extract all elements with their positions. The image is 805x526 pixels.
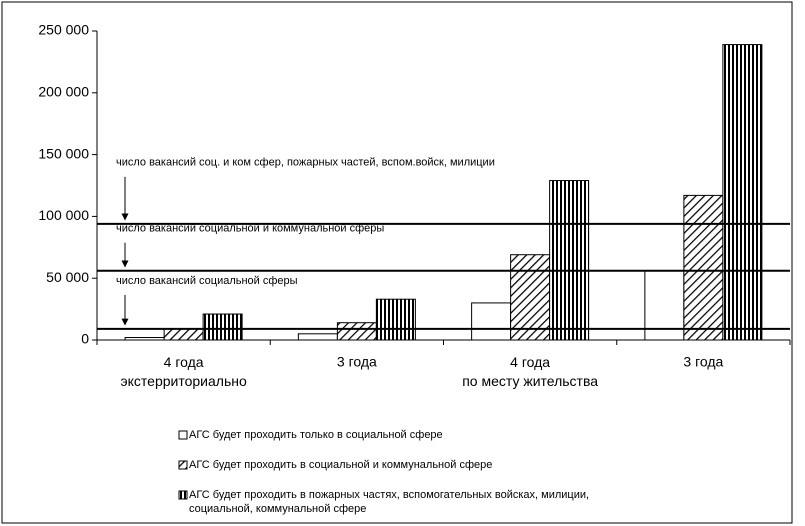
x-tick-label: 4 года экстерриториально bbox=[120, 354, 246, 389]
bar bbox=[297, 333, 338, 341]
legend-label: АГС будет проходить в пожарных частях, в… bbox=[189, 489, 589, 515]
reference-label: число вакансий социальной и коммунальной… bbox=[116, 223, 384, 235]
legend-swatch bbox=[178, 460, 188, 470]
legend-swatch bbox=[178, 490, 188, 500]
legend-swatch bbox=[178, 430, 188, 440]
y-tick-label: 200 000 bbox=[38, 84, 89, 100]
bar bbox=[471, 302, 512, 341]
y-tick-label: 100 000 bbox=[38, 207, 89, 223]
bar bbox=[202, 313, 243, 341]
reference-label: число вакансий соц. и ком сфер, пожарных… bbox=[116, 157, 495, 169]
bar bbox=[549, 180, 590, 341]
reference-label: число вакансий социальной сферы bbox=[116, 275, 298, 287]
bar bbox=[336, 322, 377, 341]
bar bbox=[124, 337, 165, 341]
bar bbox=[375, 298, 416, 341]
x-tick-label: 4 года по месту жительства bbox=[462, 354, 598, 389]
frame bbox=[1, 1, 793, 524]
x-tick-label: 3 года bbox=[337, 354, 377, 370]
bar bbox=[683, 194, 724, 341]
bar bbox=[722, 44, 763, 341]
legend-label: АГС будет проходить в социальной и комму… bbox=[189, 459, 492, 471]
bar bbox=[510, 254, 551, 341]
y-tick-label: 50 000 bbox=[46, 269, 89, 285]
y-tick-label: 150 000 bbox=[38, 145, 89, 161]
y-tick-label: 250 000 bbox=[38, 22, 89, 38]
x-tick-label: 3 года bbox=[683, 354, 723, 370]
bar bbox=[163, 328, 204, 341]
legend-label: АГС будет проходить только в социальной … bbox=[189, 429, 443, 441]
y-tick-label: 0 bbox=[81, 331, 89, 347]
